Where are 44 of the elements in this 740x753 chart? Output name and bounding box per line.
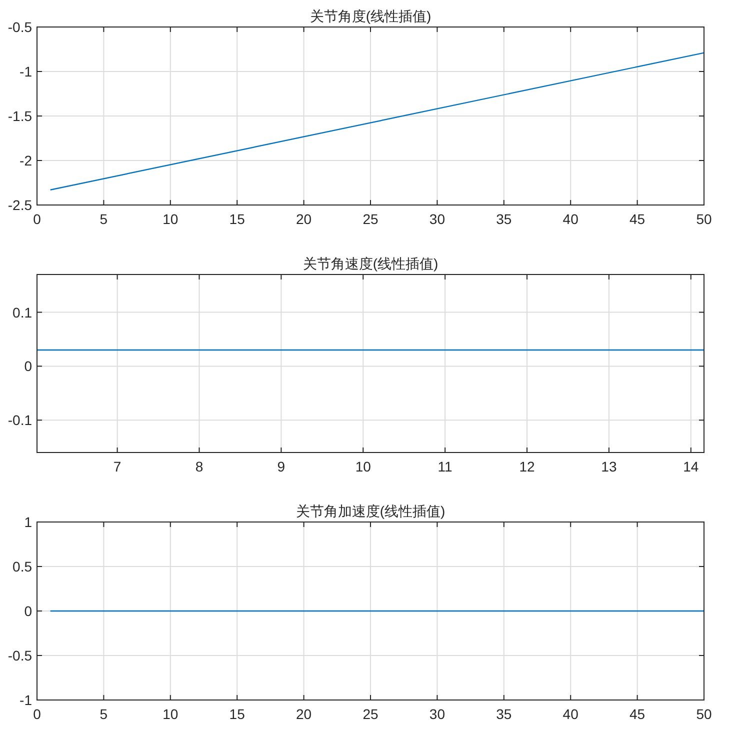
x-tick-label: 40 <box>562 706 579 722</box>
y-tick-label: -0.1 <box>8 412 32 428</box>
x-tick-label: 7 <box>113 458 122 474</box>
x-tick-label: 11 <box>438 458 453 474</box>
y-tick-label: -1 <box>20 692 32 708</box>
x-tick-label: 35 <box>496 706 512 722</box>
x-tick-label: 12 <box>519 458 536 474</box>
x-tick-label: 30 <box>429 706 446 722</box>
chart-title: 关节角速度(线性插值) <box>302 256 438 272</box>
y-tick-label: -0.5 <box>8 19 32 35</box>
x-tick-label: 40 <box>562 211 579 227</box>
x-tick-label: 13 <box>601 458 617 474</box>
x-tick-label: 15 <box>229 706 246 722</box>
y-tick-label: -0.5 <box>8 648 32 664</box>
y-tick-label: -1 <box>20 64 32 80</box>
y-tick-label: 0.1 <box>12 304 32 320</box>
x-tick-label: 5 <box>100 706 108 722</box>
x-tick-label: 9 <box>277 458 286 474</box>
y-tick-label: -1.5 <box>8 108 32 124</box>
x-tick-label: 45 <box>630 706 646 722</box>
y-tick-label: 0 <box>24 358 32 374</box>
y-tick-label: 0 <box>24 603 32 619</box>
x-tick-label: 10 <box>162 211 178 227</box>
x-tick-label: 35 <box>496 211 512 227</box>
y-tick-label: 0.5 <box>12 558 32 574</box>
x-tick-label: 5 <box>100 211 108 227</box>
x-tick-label: 20 <box>296 211 312 227</box>
x-tick-label: 10 <box>355 458 372 474</box>
x-tick-label: 25 <box>362 211 378 227</box>
x-tick-label: 20 <box>296 706 312 722</box>
y-tick-label: -2.5 <box>8 197 32 213</box>
chart-title: 关节角加速度(线性插值) <box>296 503 446 519</box>
x-tick-label: 50 <box>696 211 712 227</box>
x-tick-label: 50 <box>696 706 712 722</box>
y-tick-label: -2 <box>20 152 32 168</box>
x-tick-label: 15 <box>229 211 246 227</box>
x-tick-label: 25 <box>362 706 378 722</box>
x-tick-label: 30 <box>429 211 446 227</box>
chart-title: 关节角度(线性插值) <box>310 8 432 24</box>
x-tick-label: 10 <box>162 706 178 722</box>
y-tick-label: 1 <box>24 514 32 530</box>
x-tick-label: 8 <box>195 458 204 474</box>
x-tick-label: 14 <box>683 458 699 474</box>
x-tick-label: 45 <box>630 211 646 227</box>
